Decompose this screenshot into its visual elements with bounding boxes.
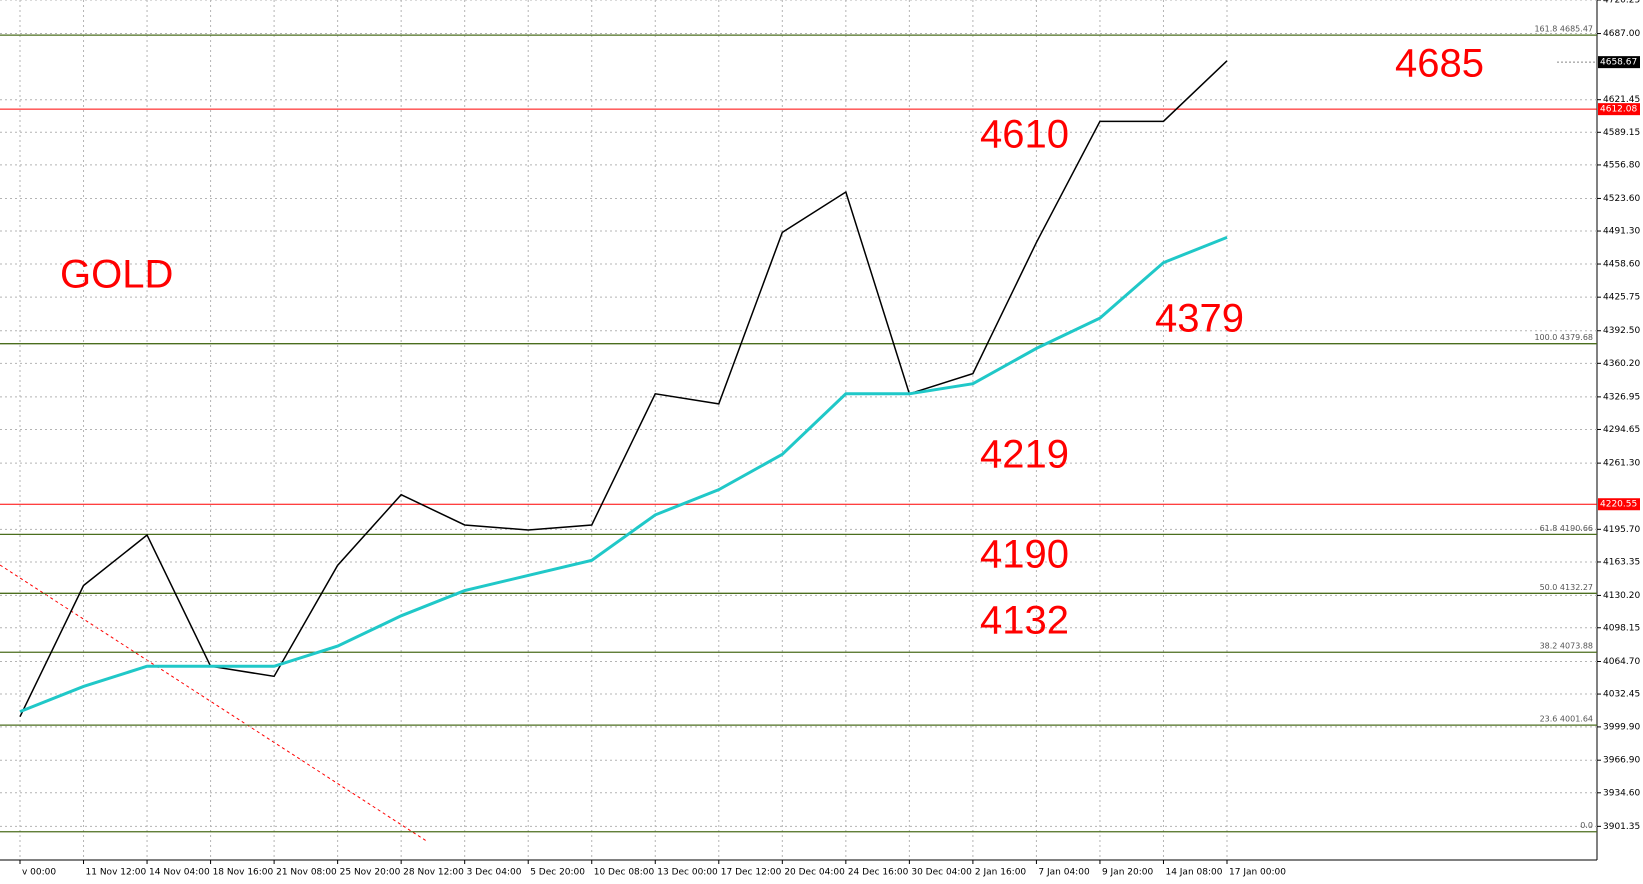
fib-level-label: 0.0 [1580,821,1593,830]
y-tick-label: 4589.15 [1603,128,1640,138]
price-tag [1598,498,1640,511]
x-tick-label: v 00:00 [22,868,56,878]
y-tick-label: 4720.25 [1603,0,1640,6]
annotation: 4610 [980,113,1069,157]
x-tick-label: 18 Nov 16:00 [213,868,274,878]
x-tick-label: 7 Jan 04:00 [1038,868,1090,878]
annotation: 4685 [1395,42,1484,86]
y-tick-label: 4195.70 [1603,525,1640,535]
x-tick-label: 3 Dec 04:00 [467,868,522,878]
fib-level-label: 38.2 4073.88 [1540,642,1593,651]
y-tick-label: 3934.60 [1603,788,1640,798]
annotation: 4132 [980,599,1069,643]
annotation: GOLD [60,253,173,297]
fib-level-label: 50.0 4132.27 [1540,583,1593,592]
y-tick-label: 4360.20 [1603,359,1640,369]
x-tick-label: 17 Jan 00:00 [1229,868,1286,878]
x-tick-label: 14 Jan 08:00 [1165,868,1222,878]
price-tag-label: 4220.55 [1600,500,1637,510]
x-tick-label: 28 Nov 12:00 [403,868,464,878]
y-tick-label: 4425.75 [1603,293,1640,303]
x-tick-label: 9 Jan 20:00 [1102,868,1154,878]
price-line-series [19,60,1228,718]
price-tag [1598,56,1640,69]
y-tick-label: 4523.60 [1603,194,1640,204]
y-tick-label: 4098.15 [1603,623,1640,633]
y-tick-label: 4294.65 [1603,425,1640,435]
y-tick-label: 4163.35 [1603,557,1640,567]
price-tag-label: 4658.67 [1600,58,1637,68]
y-tick-label: 4687.00 [1603,29,1640,39]
x-tick-label: 21 Nov 08:00 [276,868,337,878]
y-tick-label: 3966.90 [1603,756,1640,766]
x-tick-label: 24 Dec 16:00 [848,868,909,878]
x-tick-label: 14 Nov 04:00 [149,868,210,878]
x-tick-label: 11 Nov 12:00 [86,868,147,878]
fib-level-label: 61.8 4190.66 [1540,524,1593,533]
fib-level-label: 100.0 4379.68 [1534,333,1593,342]
y-tick-label: 4392.50 [1603,326,1640,336]
y-tick-label: 4621.45 [1603,95,1640,105]
x-tick-label: 20 Dec 04:00 [784,868,845,878]
y-tick-label: 4491.30 [1603,227,1640,237]
x-tick-label: 30 Dec 04:00 [911,868,972,878]
x-tick-label: 10 Dec 08:00 [594,868,655,878]
x-tick-label: 13 Dec 00:00 [657,868,718,878]
y-tick-label: 4458.60 [1603,260,1640,270]
fib-level-label: 161.8 4685.47 [1534,25,1593,34]
y-tick-label: 4130.20 [1603,591,1640,601]
price-tag [1598,103,1640,116]
y-tick-label: 4556.80 [1603,160,1640,170]
annotation: 4379 [1155,297,1244,341]
x-tick-label: 5 Dec 20:00 [530,868,585,878]
y-tick-label: 4261.30 [1603,459,1640,469]
y-tick-label: 4326.95 [1603,392,1640,402]
x-tick-label: 2 Jan 16:00 [975,868,1027,878]
x-tick-label: 25 Nov 20:00 [340,868,401,878]
annotation: 4219 [980,433,1069,477]
annotation: 4190 [980,533,1069,577]
moving-average [19,235,1228,714]
y-tick-label: 3901.35 [1603,822,1640,832]
y-tick-label: 4032.45 [1603,690,1640,700]
price-tag-label: 4612.08 [1600,105,1637,115]
y-tick-label: 4064.70 [1603,657,1640,667]
fib-level-label: 23.6 4001.64 [1540,715,1593,724]
y-tick-label: 3999.90 [1603,722,1640,732]
x-tick-label: 17 Dec 12:00 [721,868,782,878]
